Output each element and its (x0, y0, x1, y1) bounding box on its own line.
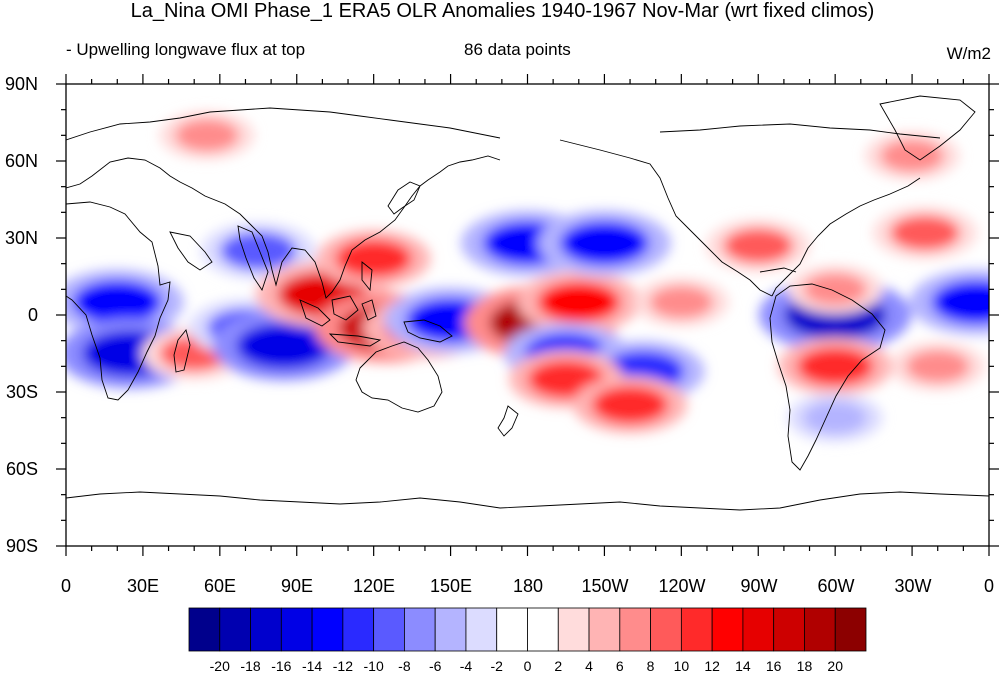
anomaly-core (880, 139, 944, 173)
lon-label: 0 (60, 576, 72, 596)
colorbar-tick-label: 6 (615, 658, 624, 674)
lon-label: 60W (817, 576, 855, 596)
colorbar-swatch (527, 607, 559, 652)
lon-label: 90E (280, 576, 314, 596)
lon-label: 150E (429, 576, 473, 596)
colorbar-tick-label: -20 (209, 658, 230, 674)
lon-label: 60E (203, 576, 237, 596)
anomaly-core (220, 231, 297, 270)
colorbar-swatch (619, 607, 651, 652)
colorbar-tick-label: -10 (363, 658, 384, 674)
colorbar-tick-label: 18 (796, 658, 813, 674)
anomaly-core (335, 239, 412, 278)
colorbar-tick-label: 4 (585, 658, 593, 674)
colorbar-tick-label: -2 (490, 658, 503, 674)
colorbar-swatch (588, 607, 621, 652)
colorbar-tick-label: -4 (459, 658, 473, 674)
colorbar-swatch (188, 607, 221, 652)
anomaly-core (723, 228, 794, 264)
colorbar (188, 607, 867, 652)
colorbar-tick-label: -6 (428, 658, 442, 674)
colorbar-swatch (557, 607, 590, 652)
lat-label: 90S (5, 536, 38, 556)
anomaly-core (797, 347, 874, 386)
colorbar-swatch (773, 607, 805, 652)
colorbar-swatch (404, 607, 436, 652)
lat-label: 30S (5, 382, 38, 402)
colorbar-tick-label: -14 (301, 658, 323, 674)
anomaly-core (649, 285, 713, 319)
units-label: W/m2 (946, 44, 991, 63)
lon-label: 30W (894, 576, 932, 596)
lat-label: 60S (5, 459, 38, 479)
lon-label: 0 (983, 576, 995, 596)
colorbar-tick-label: -18 (240, 658, 261, 674)
axis-ticks (56, 74, 999, 556)
colorbar-swatch (834, 607, 867, 652)
lon-label: 180 (512, 576, 544, 596)
map-title: La_Nina OMI Phase_1 ERA5 OLR Anomalies 1… (130, 0, 875, 22)
anomaly-core (890, 215, 960, 251)
colorbar-tick-label: 14 (735, 658, 751, 674)
variable-description: - Upwelling longwave flux at top (66, 40, 306, 59)
anomaly-core (906, 350, 970, 383)
lon-label: 90W (740, 576, 778, 596)
colorbar-swatch (496, 607, 528, 652)
colorbar-tick-label: 16 (765, 658, 782, 674)
plot-area (66, 84, 989, 546)
anomaly-core (803, 273, 867, 306)
colorbar-tick-label: 2 (554, 658, 563, 674)
colorbar-tick-label: -8 (398, 658, 411, 674)
lon-label: 120W (658, 576, 706, 596)
anomaly-core (560, 221, 649, 265)
colorbar-tick-label: 8 (646, 658, 655, 674)
colorbar-tick-label: 0 (523, 658, 532, 674)
anomaly-core (72, 280, 162, 324)
lon-label: 30E (126, 576, 160, 596)
colorbar-swatch (311, 607, 344, 652)
colorbar-tick-label: 20 (827, 658, 844, 674)
colorbar-tick-label: 12 (704, 658, 720, 674)
coastlines (66, 95, 989, 511)
colorbar-swatch (742, 607, 775, 652)
anomaly-field (66, 111, 989, 442)
colorbar-swatch (250, 607, 282, 652)
colorbar-swatch (219, 607, 251, 652)
anomaly-core (236, 322, 332, 369)
colorbar-tick-label: -16 (271, 658, 292, 674)
colorbar-swatch (650, 607, 682, 652)
colorbar-swatch (373, 607, 405, 652)
anomaly-core (175, 119, 239, 152)
anomaly-core (592, 385, 669, 424)
colorbar-swatch (342, 607, 375, 652)
colorbar-swatch (280, 607, 313, 652)
anomaly-core (537, 281, 620, 323)
colorbar-swatch (804, 607, 836, 652)
colorbar-swatch (711, 607, 744, 652)
lon-label: 150W (581, 576, 629, 596)
colorbar-swatch (680, 607, 713, 652)
colorbar-swatch (434, 607, 467, 652)
lon-label: 120E (352, 576, 396, 596)
lat-label: 30N (4, 228, 38, 248)
lat-label: 0 (27, 305, 38, 325)
colorbar-tick-label: 10 (673, 658, 690, 674)
data-points-count: 86 data points (464, 40, 571, 59)
lat-label: 60N (4, 151, 38, 171)
lat-label: 90N (4, 74, 38, 94)
anomaly-core (931, 280, 989, 324)
colorbar-tick-label: -12 (332, 658, 353, 674)
colorbar-swatch (465, 607, 498, 652)
anomaly-core (803, 401, 867, 434)
